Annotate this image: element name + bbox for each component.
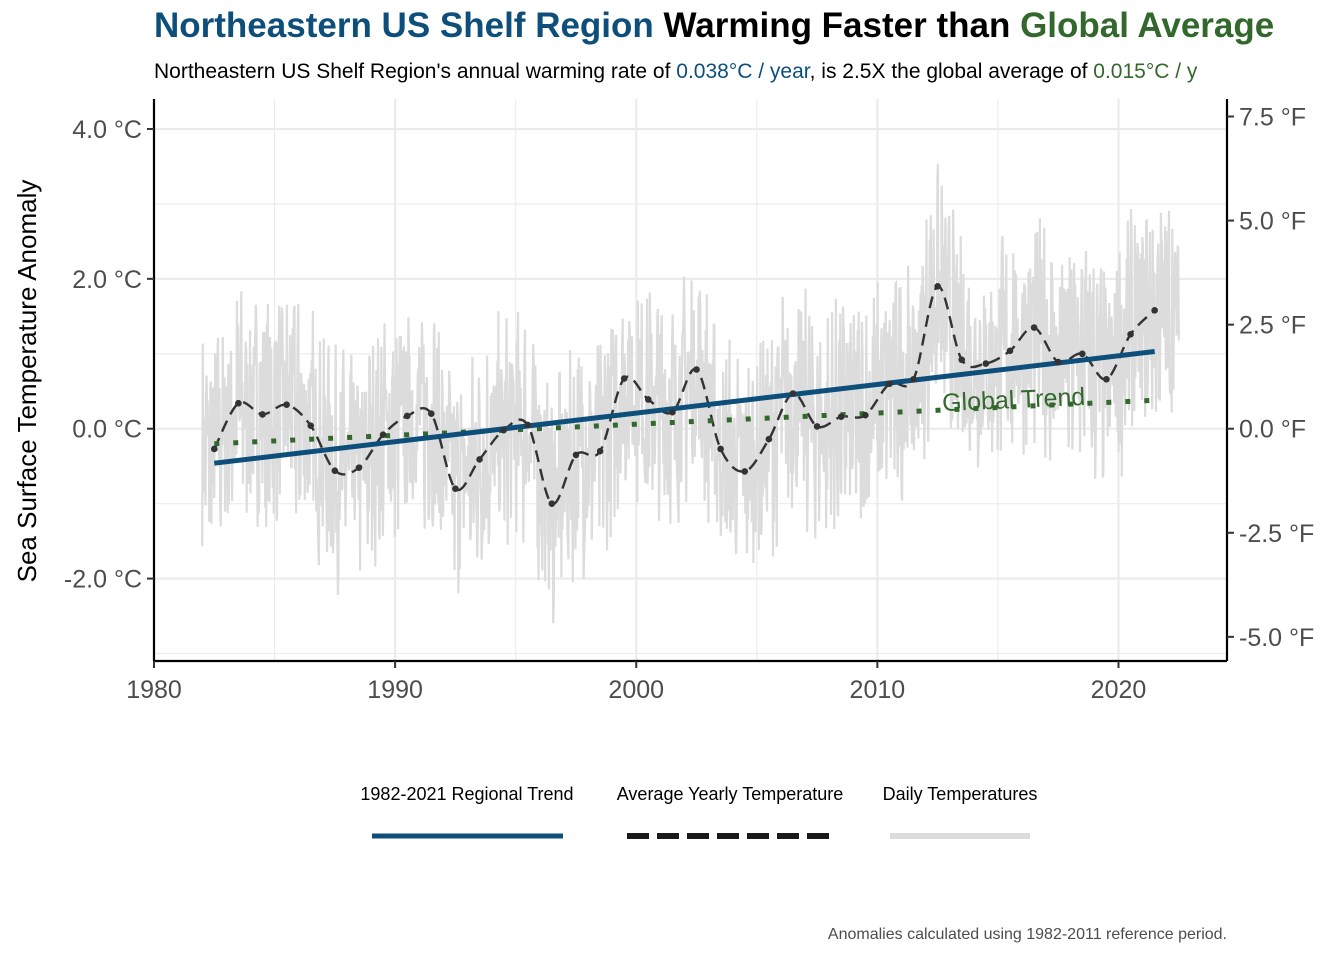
yearly-point [669, 408, 676, 416]
caption: Anomalies calculated using 1982-2011 ref… [827, 926, 1227, 943]
yearly-point [837, 413, 845, 421]
yearly-point [789, 390, 797, 397]
yearly-point [596, 447, 604, 455]
yearly-point [1103, 375, 1110, 383]
global-trend-line [214, 397, 1155, 447]
yearly-point [210, 445, 218, 453]
yearly-point [910, 375, 917, 383]
yearly-point [331, 467, 339, 474]
yearly-point [1151, 307, 1158, 314]
x-tick-label: 2010 [850, 676, 906, 704]
subtitle-global-rate: 0.015°C / y [1093, 60, 1198, 83]
yearly-point [524, 421, 532, 429]
title-middle: Warming Faster than [653, 6, 1021, 45]
subtitle-part3: , is 2.5X the global average of [809, 60, 1094, 83]
legend: 1982-2021 Regional Trend Average Yearly T… [360, 784, 1038, 839]
yearly-point [645, 396, 652, 403]
y2-tick-label: 0.0 °F [1239, 416, 1306, 444]
yearly-point [307, 422, 315, 430]
yearly-point [379, 431, 387, 439]
y2-tick-label: -5.0 °F [1239, 624, 1314, 652]
y2-tick-label: -2.5 °F [1239, 520, 1314, 548]
yearly-point [1127, 330, 1134, 338]
title-global: Global Average [1020, 6, 1275, 45]
y2-tick-label: 7.5 °F [1239, 103, 1306, 131]
yearly-point [982, 360, 990, 367]
yearly-point [476, 456, 483, 463]
x-tick-label: 1980 [126, 676, 182, 704]
yearly-point [500, 426, 507, 434]
chart-title: Northeastern US Shelf Region Warming Fas… [154, 6, 1274, 46]
yearly-point [741, 468, 749, 475]
y-tick-label: 0.0 °C [72, 416, 142, 444]
daily-temperatures-line [201, 163, 1180, 624]
axes: 1980 1990 2000 2010 2020 4.0 °C 2.0 °C 0.0 °C -2… [64, 99, 1314, 704]
subtitle-regional-rate: 0.038°C / year [676, 60, 810, 83]
legend-label: Average Yearly Temperature [617, 784, 844, 804]
yearly-point [548, 500, 556, 507]
yearly-point [862, 411, 869, 419]
title-region: Northeastern US Shelf Region [154, 6, 654, 45]
legend-label: Daily Temperatures [883, 784, 1038, 804]
y2-tick-label: 2.5 °F [1239, 312, 1306, 340]
yearly-point [283, 401, 290, 409]
x-tick-label: 1990 [367, 676, 423, 704]
y-tick-label: -2.0 °C [64, 566, 142, 594]
y2-tick-label: 5.0 °F [1239, 208, 1306, 236]
yearly-point [934, 283, 941, 290]
yearly-point [1030, 324, 1038, 331]
yearly-point [235, 399, 242, 407]
legend-label: 1982-2021 Regional Trend [360, 784, 573, 804]
y-tick-label: 4.0 °C [72, 116, 142, 144]
yearly-point [958, 356, 966, 364]
yearly-average-line [213, 285, 1156, 505]
yearly-point [572, 451, 580, 459]
yearly-point [765, 435, 773, 443]
yearly-point [886, 380, 893, 388]
yearly-point [693, 366, 700, 373]
trend-series [210, 283, 1158, 507]
yearly-point [1079, 350, 1086, 358]
x-tick-label: 2020 [1091, 676, 1147, 704]
yearly-point [355, 464, 363, 471]
yearly-point [452, 485, 459, 492]
yearly-point [717, 445, 724, 453]
yearly-point [620, 375, 628, 382]
chart-subtitle: Northeastern US Shelf Region's annual wa… [154, 60, 1197, 84]
yearly-point [1006, 347, 1014, 355]
subtitle-part1: Northeastern US Shelf Region's annual wa… [154, 60, 677, 83]
y-axis-label: Sea Surface Temperature Anomaly [12, 180, 42, 583]
regional-trend-line [213, 349, 1155, 466]
yearly-point [259, 411, 266, 418]
yearly-point [427, 410, 435, 418]
yearly-point [403, 412, 411, 420]
x-tick-label: 2000 [608, 676, 664, 704]
global-trend-annotation: Global Trend [942, 383, 1086, 417]
daily-temperatures-series [201, 163, 1180, 624]
y-tick-label: 2.0 °C [72, 266, 142, 294]
yearly-point [1054, 358, 1062, 366]
yearly-point [813, 423, 821, 430]
